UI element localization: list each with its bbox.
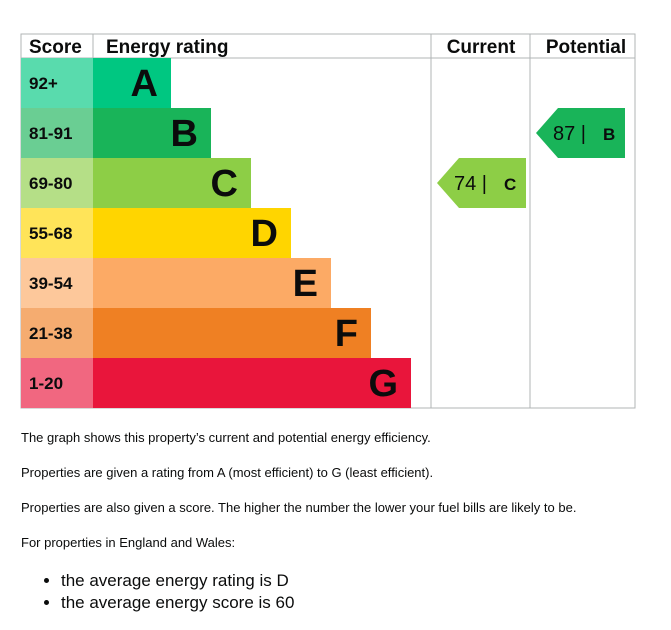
score-range-f: 21-38 <box>29 324 72 343</box>
rating-bar-g <box>93 358 411 408</box>
average-score-item: the average energy score is 60 <box>61 592 651 614</box>
score-range-d: 55-68 <box>29 224 72 243</box>
info-paragraph-ratings: Properties are given a rating from A (mo… <box>21 465 434 480</box>
rating-letter-a: A <box>131 63 158 105</box>
score-cell-e <box>21 258 93 308</box>
score-range-c: 69-80 <box>29 174 72 193</box>
rating-letter-g: G <box>368 363 398 405</box>
score-range-a: 92+ <box>29 74 58 93</box>
score-cell-d <box>21 208 93 258</box>
potential-rating-letter: B <box>603 125 615 144</box>
rating-bar-b <box>93 108 211 158</box>
average-list: the average energy rating is D the avera… <box>21 570 651 614</box>
info-paragraph-score: Properties are also given a score. The h… <box>21 500 577 515</box>
score-range-b: 81-91 <box>29 124 72 143</box>
rating-bar-e <box>93 258 331 308</box>
score-cell-c <box>21 158 93 208</box>
current-rating-arrow <box>437 158 526 208</box>
score-cell-a <box>21 58 93 108</box>
rating-letter-d: D <box>251 213 278 255</box>
info-paragraph-graph: The graph shows this property’s current … <box>21 430 431 445</box>
rating-bar-a <box>93 58 171 108</box>
rating-bar-f <box>93 308 371 358</box>
rating-letter-c: C <box>211 163 238 205</box>
score-cell-b <box>21 108 93 158</box>
rating-letter-f: F <box>335 313 358 355</box>
chart-headers: Score Energy rating Current Potential <box>29 37 626 58</box>
rating-bar-d <box>93 208 291 258</box>
rating-bar-c <box>93 158 251 208</box>
energy-rating-chart: 92+ A81-91 B69-80 C55-68 D39-54 E21-38 F1-20 G … <box>20 33 636 409</box>
score-cell-g <box>21 358 93 408</box>
info-section: The graph shows this property’s current … <box>21 430 651 614</box>
header-score: Score <box>29 37 82 58</box>
info-paragraph-region: For properties in England and Wales: <box>21 535 236 550</box>
potential-score-label: 87 | <box>553 123 586 145</box>
header-current: Current <box>447 37 516 58</box>
header-energy-rating: Energy rating <box>106 37 228 58</box>
current-rating-letter: C <box>504 175 516 194</box>
score-range-e: 39-54 <box>29 274 73 293</box>
current-score-label: 74 | <box>454 173 487 195</box>
rating-bands: 92+ A 81-91 B 69-80 C 55-68 D 39-54 E 21-38 F 1-20 G <box>21 58 411 408</box>
rating-letter-b: B <box>171 113 198 155</box>
header-potential: Potential <box>546 37 626 58</box>
score-cell-f <box>21 308 93 358</box>
score-range-g: 1-20 <box>29 374 63 393</box>
rating-arrows: 74 | C 87 | B <box>437 108 625 208</box>
potential-rating-arrow <box>536 108 625 158</box>
average-rating-item: the average energy rating is D <box>61 570 651 592</box>
rating-letter-e: E <box>293 263 318 305</box>
